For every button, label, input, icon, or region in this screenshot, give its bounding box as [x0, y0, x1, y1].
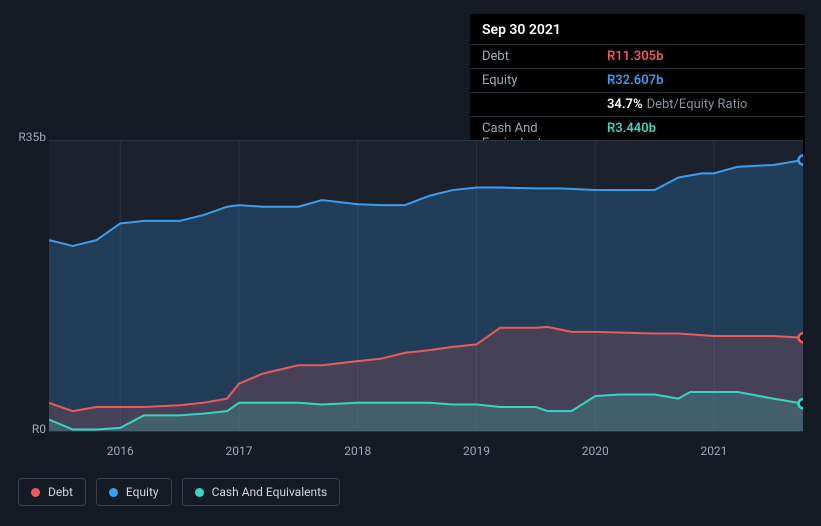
tooltip-row-debt: Debt R11.305b	[470, 44, 805, 68]
ratio-value: 34.7%	[607, 97, 643, 112]
tooltip-date: Sep 30 2021	[470, 14, 805, 44]
legend-dot	[109, 488, 118, 497]
xaxis-tick: 2017	[225, 444, 252, 458]
chart-svg	[49, 140, 803, 432]
tooltip-label	[482, 97, 607, 112]
yaxis-tick-max: R35b	[18, 130, 46, 144]
x-axis: 2016 2017 2018 2019 2020 2021	[49, 444, 803, 464]
xaxis-tick: 2019	[463, 444, 490, 458]
tooltip-row-ratio: 34.7% Debt/Equity Ratio	[470, 92, 805, 116]
legend-label: Cash And Equivalents	[212, 485, 328, 499]
tooltip-label: Debt	[482, 49, 607, 64]
legend-item-debt[interactable]: Debt	[18, 478, 86, 506]
legend-dot	[31, 488, 40, 497]
legend-item-equity[interactable]: Equity	[96, 478, 172, 506]
tooltip-value-equity: R32.607b	[607, 73, 663, 88]
plot-area[interactable]	[49, 140, 803, 432]
xaxis-tick: 2020	[582, 444, 609, 458]
ratio-suffix: Debt/Equity Ratio	[647, 97, 748, 112]
legend-label: Debt	[48, 485, 73, 499]
tooltip-value-ratio: 34.7% Debt/Equity Ratio	[607, 97, 747, 112]
tooltip-row-equity: Equity R32.607b	[470, 68, 805, 92]
legend-item-cash[interactable]: Cash And Equivalents	[182, 478, 341, 506]
tooltip-label: Equity	[482, 73, 607, 88]
yaxis-tick-min: R0	[18, 422, 46, 436]
legend-label: Equity	[126, 485, 159, 499]
tooltip-value-debt: R11.305b	[607, 49, 663, 64]
xaxis-tick: 2021	[700, 444, 727, 458]
xaxis-tick: 2018	[344, 444, 371, 458]
debt-equity-chart[interactable]: R35b R0 201620172018201920202021	[18, 124, 804, 454]
xaxis-tick: 2016	[107, 444, 134, 458]
chart-legend: Debt Equity Cash And Equivalents	[18, 478, 340, 506]
legend-dot	[195, 488, 204, 497]
